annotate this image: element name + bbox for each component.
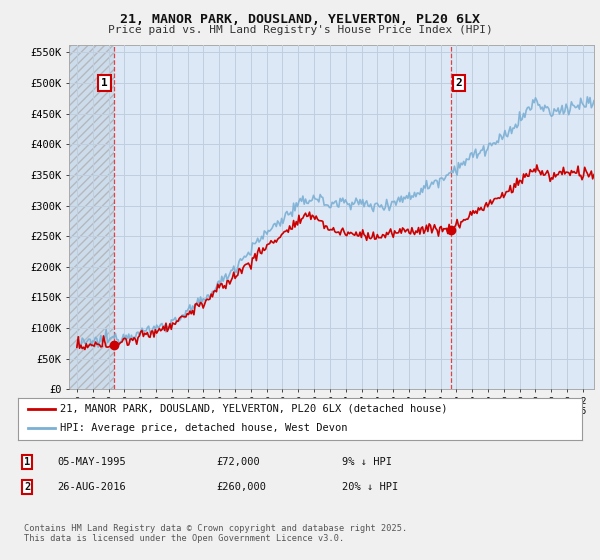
Text: 1: 1	[24, 457, 30, 467]
Text: 2: 2	[24, 482, 30, 492]
Text: 26-AUG-2016: 26-AUG-2016	[57, 482, 126, 492]
Text: Price paid vs. HM Land Registry's House Price Index (HPI): Price paid vs. HM Land Registry's House …	[107, 25, 493, 35]
Text: £260,000: £260,000	[216, 482, 266, 492]
Text: 9% ↓ HPI: 9% ↓ HPI	[342, 457, 392, 467]
Text: £72,000: £72,000	[216, 457, 260, 467]
Text: 21, MANOR PARK, DOUSLAND, YELVERTON, PL20 6LX (detached house): 21, MANOR PARK, DOUSLAND, YELVERTON, PL2…	[60, 404, 448, 414]
Text: 21, MANOR PARK, DOUSLAND, YELVERTON, PL20 6LX: 21, MANOR PARK, DOUSLAND, YELVERTON, PL2…	[120, 13, 480, 26]
Text: 20% ↓ HPI: 20% ↓ HPI	[342, 482, 398, 492]
Bar	[69, 45, 114, 389]
Text: 2: 2	[455, 78, 462, 88]
Text: Contains HM Land Registry data © Crown copyright and database right 2025.
This d: Contains HM Land Registry data © Crown c…	[24, 524, 407, 543]
Text: HPI: Average price, detached house, West Devon: HPI: Average price, detached house, West…	[60, 423, 348, 433]
Text: 1: 1	[101, 78, 108, 88]
Text: 05-MAY-1995: 05-MAY-1995	[57, 457, 126, 467]
